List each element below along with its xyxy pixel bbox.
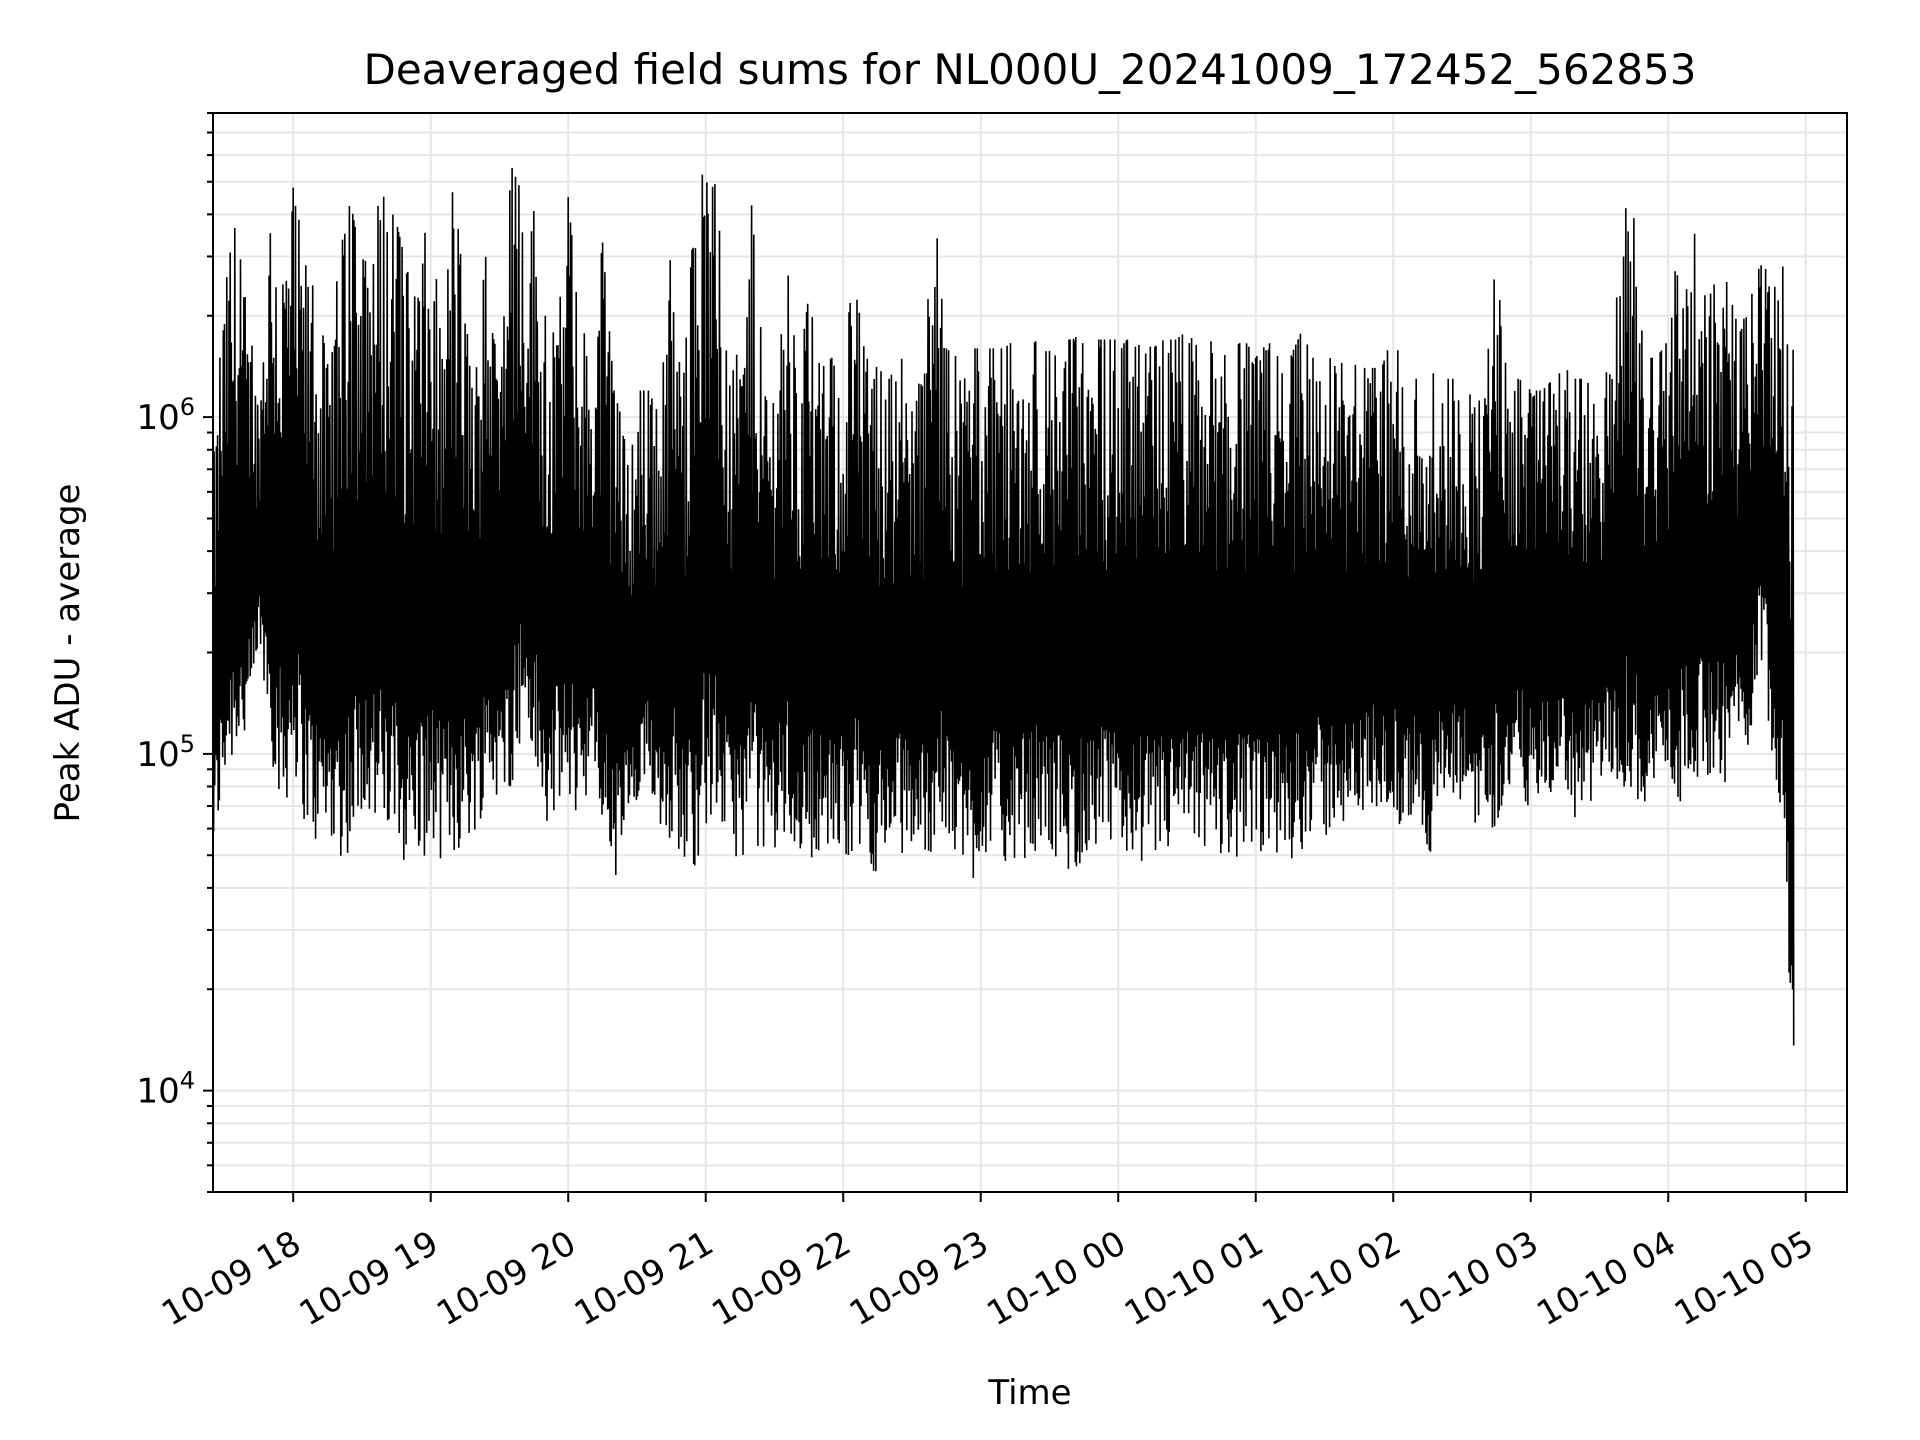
y-axis-label: Peak ADU - average	[48, 484, 88, 823]
y-tick-label-base: 10	[136, 1072, 179, 1112]
chart-title: Deaveraged field sums for NL000U_2024100…	[363, 45, 1696, 94]
y-tick-label-base: 10	[136, 398, 179, 438]
data-series-line	[213, 167, 1795, 1046]
x-axis-label: Time	[987, 1373, 1071, 1413]
y-tick-label-exponent: 5	[180, 730, 195, 758]
y-tick-label: 106	[136, 393, 195, 438]
y-tick-label-exponent: 4	[180, 1067, 195, 1095]
y-tick-label-base: 10	[136, 735, 179, 775]
y-tick-label-exponent: 6	[180, 393, 195, 421]
data-series-layer	[213, 167, 1795, 1046]
y-tick-label: 105	[136, 730, 195, 775]
y-tick-label: 104	[136, 1067, 195, 1112]
